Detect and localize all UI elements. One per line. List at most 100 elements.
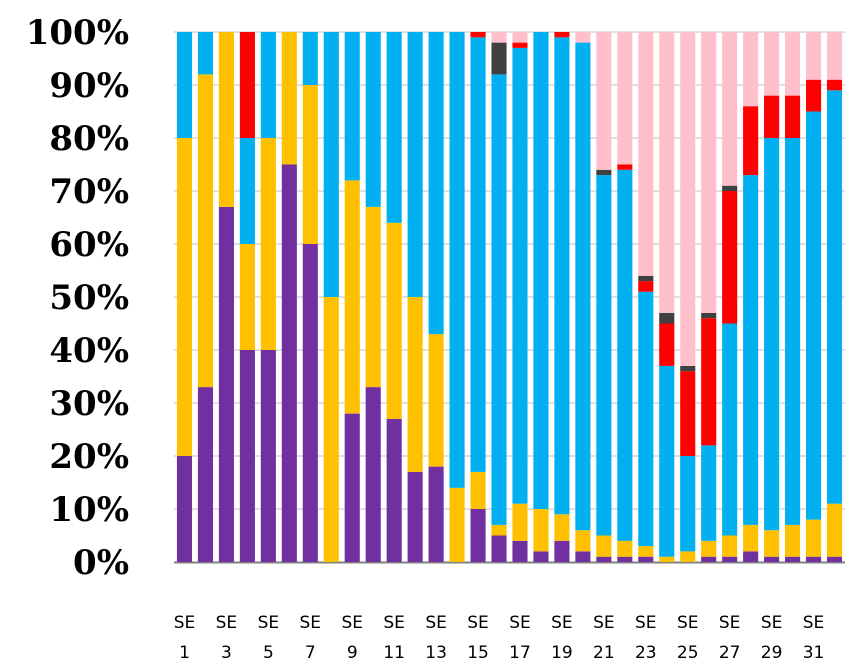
bar-segment bbox=[826, 556, 843, 562]
y-tick-label: 60% bbox=[49, 225, 129, 265]
bar-segment bbox=[680, 365, 696, 372]
y-tick-label: 100% bbox=[26, 13, 129, 53]
bar-segment bbox=[554, 37, 570, 515]
bar-segment bbox=[805, 32, 822, 80]
bar-segment bbox=[764, 556, 780, 562]
bar-segment bbox=[470, 37, 486, 472]
bar-segment bbox=[638, 281, 654, 292]
bar-segment bbox=[764, 138, 780, 531]
bar-segment bbox=[407, 471, 423, 562]
bar-segment bbox=[785, 138, 801, 525]
bar-segment bbox=[638, 275, 654, 282]
x-tick-label: 23 bbox=[635, 643, 657, 663]
bar-segment bbox=[260, 32, 276, 138]
bar-segment bbox=[826, 32, 843, 80]
bar-segment bbox=[554, 514, 570, 541]
bar-segment bbox=[239, 350, 255, 562]
bar-segment bbox=[218, 206, 234, 562]
x-tick-label: 3 bbox=[221, 643, 232, 663]
bar-segment bbox=[638, 291, 654, 547]
x-tick-label: 7 bbox=[305, 643, 316, 663]
bar-segment bbox=[596, 32, 612, 170]
x-tick-label: 29 bbox=[761, 643, 783, 663]
y-tick-label: 40% bbox=[49, 331, 129, 371]
bar-segment bbox=[680, 371, 696, 456]
bar-segment bbox=[659, 365, 675, 557]
bar-segment bbox=[533, 509, 549, 552]
y-tick-label: 30% bbox=[49, 384, 129, 424]
bar-segment bbox=[785, 95, 801, 138]
y-tick-label: 80% bbox=[49, 119, 129, 159]
bar-segment bbox=[701, 32, 717, 313]
bar-segment bbox=[197, 32, 214, 75]
bar-segment bbox=[386, 418, 402, 562]
bar-segment bbox=[470, 471, 486, 509]
bar-segment bbox=[197, 74, 214, 388]
x-tick-label-prefix: SE bbox=[258, 613, 280, 633]
bar-segment bbox=[659, 312, 675, 324]
bar-segment bbox=[491, 524, 507, 536]
bar-segment bbox=[218, 32, 234, 207]
y-tick-label: 10% bbox=[49, 490, 129, 530]
bar-segment bbox=[491, 74, 507, 525]
bar-segment bbox=[701, 445, 717, 541]
bar-segment bbox=[491, 42, 507, 75]
x-tick-label-prefix: SE bbox=[383, 613, 405, 633]
x-tick-label-prefix: SE bbox=[216, 613, 238, 633]
bar-segment bbox=[449, 32, 465, 488]
bar-segment bbox=[449, 487, 465, 562]
x-tick-label: 19 bbox=[551, 643, 573, 663]
x-tick-label-prefix: SE bbox=[174, 613, 196, 633]
bar-segment bbox=[176, 32, 193, 138]
x-tick-label: 13 bbox=[425, 643, 447, 663]
x-tick-label: 9 bbox=[347, 643, 358, 663]
bar-segment bbox=[701, 540, 717, 557]
bar-segment bbox=[365, 387, 381, 562]
bar-segment bbox=[743, 106, 759, 176]
y-tick-label: 50% bbox=[49, 278, 129, 318]
bar-segment bbox=[281, 164, 297, 562]
bar-segment bbox=[512, 47, 528, 504]
bar-segment bbox=[722, 323, 738, 536]
bar-segment bbox=[512, 503, 528, 541]
bar-segment bbox=[826, 79, 843, 91]
bar-segment bbox=[617, 540, 633, 557]
y-tick-label: 0% bbox=[73, 543, 129, 583]
bar-segment bbox=[407, 297, 423, 472]
bar-segment bbox=[260, 138, 276, 350]
y-tick-label: 20% bbox=[49, 437, 129, 477]
bar-segment bbox=[743, 175, 759, 525]
bar-segment bbox=[659, 32, 675, 313]
x-tick-label: 11 bbox=[383, 643, 405, 663]
bar-segment bbox=[470, 32, 486, 38]
bar-segment bbox=[281, 32, 297, 165]
bar-segment bbox=[596, 175, 612, 536]
x-tick-label: 1 bbox=[179, 643, 190, 663]
bar-segment bbox=[722, 556, 738, 562]
bar-segment bbox=[617, 164, 633, 170]
bar-segment bbox=[428, 334, 444, 467]
bar-segment bbox=[722, 535, 738, 557]
bar-segment bbox=[428, 32, 444, 335]
x-tick-label-prefix: SE bbox=[593, 613, 615, 633]
bar-segment bbox=[638, 556, 654, 562]
bar-segment bbox=[344, 413, 360, 562]
x-tick-label-prefix: SE bbox=[719, 613, 741, 633]
bar-segment bbox=[512, 42, 528, 48]
bar-segment bbox=[470, 509, 486, 562]
bar-segment bbox=[512, 32, 528, 43]
y-tick-label: 90% bbox=[49, 66, 129, 106]
bar-segment bbox=[596, 556, 612, 562]
x-tick-label-prefix: SE bbox=[551, 613, 573, 633]
bar-segment bbox=[617, 32, 633, 165]
x-tick-label: 25 bbox=[677, 643, 699, 663]
bar-segment bbox=[764, 530, 780, 557]
bar-segment bbox=[533, 32, 549, 509]
bar-segment bbox=[722, 191, 738, 324]
bar-segment bbox=[239, 244, 255, 350]
bar-segment bbox=[386, 32, 402, 223]
x-tick-label-prefix: SE bbox=[509, 613, 531, 633]
bar-segment bbox=[575, 530, 591, 552]
x-tick-label-prefix: SE bbox=[635, 613, 657, 633]
x-tick-label-prefix: SE bbox=[425, 613, 447, 633]
